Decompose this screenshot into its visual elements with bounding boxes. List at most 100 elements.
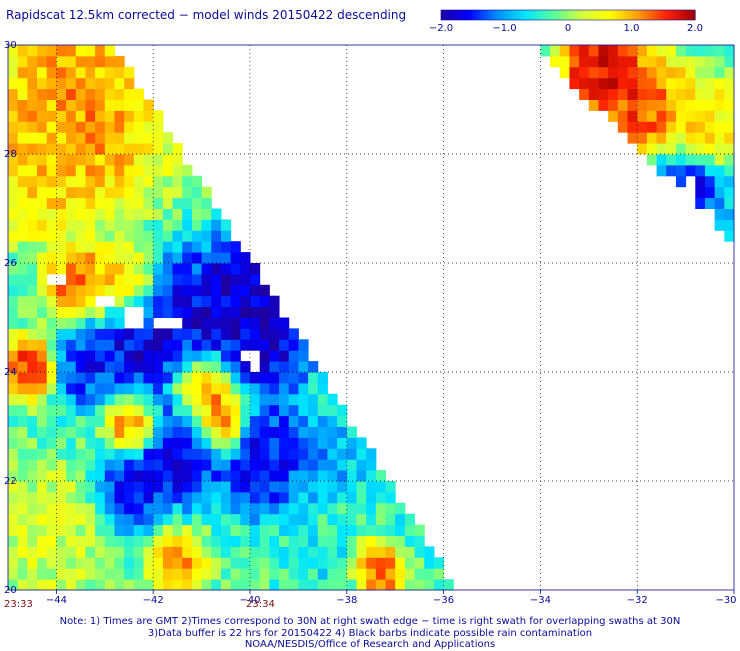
heatmap-cell — [666, 110, 677, 122]
heatmap-cell — [17, 273, 28, 286]
heatmap-cell — [646, 132, 658, 144]
heatmap-cell — [143, 448, 154, 460]
heatmap-cell — [162, 306, 174, 318]
heatmap-cell — [191, 524, 203, 536]
heatmap-cell — [27, 513, 38, 526]
heatmap-cell — [385, 557, 396, 569]
heatmap-cell — [172, 175, 183, 188]
heatmap-cell — [385, 513, 396, 526]
heatmap-cell — [17, 284, 28, 297]
heatmap-cell — [37, 361, 48, 373]
heatmap-cell — [162, 404, 174, 417]
heatmap-cell — [308, 524, 319, 536]
heatmap-cell — [395, 546, 406, 558]
heatmap-cell — [56, 143, 67, 155]
heatmap-cell — [220, 437, 232, 449]
heatmap-cell — [191, 273, 203, 286]
colorbar-segment — [687, 10, 692, 20]
heatmap-cell — [617, 55, 629, 68]
heatmap-cell — [17, 448, 28, 460]
heatmap-cell — [133, 393, 145, 406]
heatmap-cell — [27, 208, 38, 220]
heatmap-cell — [46, 481, 57, 493]
heatmap-cell — [608, 88, 619, 100]
heatmap-cell — [220, 546, 232, 558]
heatmap-cell — [230, 470, 241, 482]
heatmap-cell — [240, 426, 251, 438]
heatmap-cell — [666, 77, 677, 90]
heatmap-cell — [288, 557, 299, 569]
heatmap-cell — [627, 77, 638, 90]
colorbar-segment — [456, 10, 462, 20]
heatmap-cell — [85, 208, 96, 220]
heatmap-cell — [124, 230, 135, 242]
heatmap-cell — [269, 579, 280, 591]
heatmap-cell — [337, 481, 348, 493]
heatmap-cell — [56, 502, 67, 515]
heatmap-cell — [182, 579, 193, 591]
heatmap-cell — [66, 328, 77, 340]
heatmap-cell — [162, 470, 174, 482]
heatmap-cell — [191, 382, 203, 395]
heatmap-cell — [646, 154, 658, 166]
heatmap-cell — [182, 241, 193, 253]
heatmap-cell — [191, 295, 203, 308]
heatmap-cell — [240, 579, 251, 591]
heatmap-cell — [346, 426, 357, 438]
colorbar-segment — [508, 10, 514, 20]
heatmap-cell — [104, 502, 115, 515]
heatmap-cell — [17, 110, 28, 122]
heatmap-cell — [385, 579, 396, 591]
heatmap-cell — [56, 437, 67, 449]
heatmap-cell — [288, 459, 299, 471]
heatmap-cell — [153, 241, 164, 253]
heatmap-cell — [685, 143, 696, 155]
heatmap-cell — [8, 284, 19, 297]
colorbar-segment — [528, 10, 533, 20]
heatmap-cell — [114, 502, 125, 515]
heatmap-cell — [104, 546, 115, 558]
heatmap-cell — [724, 175, 735, 188]
heatmap-cell — [220, 393, 232, 406]
heatmap-cell — [124, 448, 135, 460]
heatmap-cell — [182, 470, 193, 482]
heatmap-cell — [37, 328, 48, 340]
heatmap-cell — [288, 491, 299, 504]
heatmap-cell — [56, 513, 67, 526]
heatmap-cell — [172, 230, 183, 242]
heatmap-cell — [182, 415, 193, 427]
heatmap-cell — [695, 55, 706, 68]
heatmap-cell — [153, 208, 164, 220]
heatmap-cell — [617, 99, 629, 111]
heatmap-cell — [637, 45, 648, 57]
heatmap-cell — [220, 372, 232, 384]
heatmap-cell — [143, 350, 154, 362]
heatmap-cell — [56, 393, 67, 406]
heatmap-cell — [46, 219, 57, 231]
heatmap-cell — [56, 568, 67, 580]
heatmap-cell — [279, 350, 290, 362]
heatmap-cell — [230, 317, 241, 329]
heatmap-cell — [66, 263, 77, 275]
x-tick-label: −44 — [46, 595, 67, 606]
heatmap-cell — [704, 55, 716, 68]
heatmap-cell — [46, 132, 57, 144]
heatmap-cell — [308, 415, 319, 427]
heatmap-cell — [298, 546, 309, 558]
heatmap-cell — [143, 110, 154, 122]
heatmap-cell — [46, 437, 57, 449]
heatmap-cell — [66, 132, 77, 144]
heatmap-cell — [250, 273, 261, 286]
heatmap-cell — [37, 175, 48, 188]
heatmap-cell — [211, 382, 222, 395]
heatmap-cell — [46, 164, 57, 177]
heatmap-cell — [637, 132, 648, 144]
heatmap-cell — [675, 55, 687, 68]
heatmap-cell — [220, 415, 232, 427]
heatmap-cell — [17, 197, 28, 209]
heatmap-cell — [724, 154, 735, 166]
heatmap-cell — [211, 481, 222, 493]
heatmap-cell — [288, 524, 299, 536]
heatmap-cell — [8, 273, 19, 286]
heatmap-cell — [308, 470, 319, 482]
